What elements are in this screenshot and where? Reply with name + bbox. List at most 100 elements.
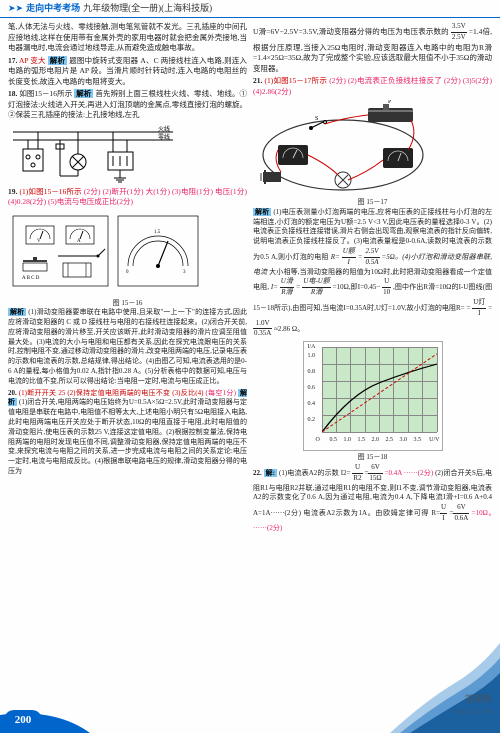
q22f4n: 6V [453, 503, 469, 514]
xt4: 2.5 [386, 436, 394, 444]
q22-r1: =0.4A ······(2分) [385, 469, 434, 477]
f4n: 1.0V [253, 319, 272, 330]
q20-body2: (1)闭合开关,电阻两端的电压始终为U=0.5A×5Ω=2.5V,此时滑动变阻器… [8, 398, 247, 475]
q17: 17. AP 变大 解析 题图中旋转式变阻器 A、C 两接线柱连入电路,则连入电… [8, 56, 247, 88]
q18-num: 18. [8, 89, 17, 98]
curve-resistor [322, 354, 437, 432]
a21-p5: ≈2.86 Ω。 [274, 325, 304, 333]
xt1: 1.0 [344, 436, 352, 444]
fig-circuit-meters: V A A B C D 0 3 1.5 [8, 211, 247, 296]
yt4: 1.0 [308, 352, 316, 360]
f1-lhs: R= [331, 253, 340, 261]
f4d: 0.35A [253, 329, 272, 339]
rp1-pre: U滑=6V−2.5V=3.5V,滑动变阻器分得的电压为电压表示数的 [253, 27, 449, 36]
yt1: 0.4 [308, 400, 316, 408]
fig15-16-label: 图 15－16 [8, 299, 247, 309]
a21-hl: 解析 [253, 208, 271, 216]
fig-circuit-photo: P S [253, 100, 492, 195]
q22-ans: 解: [264, 469, 277, 477]
q22-body3: 电流表A2示数为1A。由欧姆定律可得 [303, 509, 429, 517]
a21: 解析 (1)电压表测量小灯泡两端的电压,应将电压表的正接线柱与小灯泡的左端相连,… [253, 208, 492, 339]
header-title: 走向中考考场 [26, 2, 80, 14]
q22f1n: U [352, 463, 362, 474]
xt5: 3.0 [400, 436, 408, 444]
f5d: I [472, 309, 486, 319]
q22f2n: 6V [368, 463, 382, 474]
svg-text:A B C D: A B C D [22, 276, 40, 281]
q22f4d: 0.6A [453, 514, 469, 524]
watermark: 答案网 [465, 693, 492, 705]
page-number: 200 [4, 710, 42, 730]
chart-grid [322, 347, 437, 432]
f2n2: U电-U额 [302, 277, 330, 288]
q17-ans: AP 变大 [19, 56, 46, 65]
right-column: U滑=6V−2.5V=3.5V,滑动变阻器分得的电压为电压表示数的 3.5V2.… [253, 22, 492, 694]
yt2: 0.6 [308, 384, 316, 392]
q22f3d: I [440, 514, 447, 524]
f1n2: 2.5V [364, 247, 379, 258]
a19-body: (1)滑动变阻器要串联在电路中使用,且采取"一上一下"的连接方式,因此应将滑动变… [8, 308, 247, 385]
a19: 解析 (1)滑动变阻器要串联在电路中使用,且采取"一上一下"的连接方式,因此应将… [8, 308, 247, 386]
f2eq: = [296, 283, 301, 291]
yt0: 0.2 [308, 416, 316, 424]
svg-text:3: 3 [183, 270, 186, 275]
rp1-fd: 2.5V [451, 33, 467, 43]
rp1-fn: 3.5V [451, 22, 467, 33]
header-arrow: ➤➤ [8, 2, 23, 14]
fig15-17-label: 图 15－17 [253, 198, 492, 208]
y-axis-label: I/A [308, 343, 316, 351]
xt0: 0.5 [330, 436, 338, 444]
q20-body: (1)断开开关 25 (2)保持定值电阻两端的电压不变 (3)反比(4) [19, 389, 204, 397]
f5lhs: = [466, 304, 470, 312]
xt6: 3.5 [414, 436, 422, 444]
svg-text:1.5: 1.5 [154, 230, 161, 235]
q22-body: (1)电流表A2的示数 I2= [279, 469, 351, 477]
f2d2: R滑 [302, 288, 330, 298]
q20: 20. (1)断开开关 25 (2)保持定值电阻两端的电压不变 (3)反比(4)… [8, 389, 247, 477]
r-p1: U滑=6V−2.5V=3.5V,滑动变阻器分得的电压为电压表示数的 3.5V2.… [253, 22, 492, 74]
q20-num: 20. [8, 389, 17, 397]
q20-em: (每空1分) [205, 389, 236, 397]
q17-num: 17. [8, 56, 17, 65]
q22f2d: 15Ω [368, 474, 382, 484]
q22f1d: R2 [352, 474, 362, 484]
svg-text:P: P [388, 100, 392, 105]
chart-curves [322, 347, 437, 432]
xt2: 1.5 [358, 436, 366, 444]
svg-text:火线: 火线 [158, 125, 170, 133]
q21-p1: (2分) (2)电流表正负接线柱接反了 [329, 76, 442, 85]
x-axis-label: U/V [429, 436, 439, 444]
q22: 22. 解: (1)电流表A2的示数 I2= UR2 =6V15Ω =0.4A … [253, 463, 492, 534]
q19: 19. (1)如图15－16所示 (2分) (2)断开(1分) 大(1分) (3… [8, 187, 247, 208]
a21-p3: =10Ω,即I=0.45− [333, 283, 381, 291]
q21-body: (1)如图15－17所示 [264, 76, 327, 85]
formula-I: I= U滑R滑 = U电-U额R滑 [271, 283, 333, 291]
p1: 笔,人体无法与火线、零线接触,测电笔氖管就不发光。三孔插座的中间孔应接地线,这样… [8, 22, 247, 54]
fig15-18-label: 图 15－18 [253, 453, 492, 463]
q19-body: (1)如图15－16所示 [19, 187, 81, 196]
f5n: U灯 [472, 298, 486, 309]
q17-hl: 解析 [48, 56, 67, 65]
header-subtitle: 九年级物理(全一册)(上海科技版) [83, 2, 212, 14]
q18-hl: 解析 [74, 89, 93, 98]
a19-hl: 解析 [8, 308, 26, 316]
q22f3n: U [440, 503, 447, 514]
iv-chart: I/A 1.0 0.8 0.6 0.4 0.2 O [303, 341, 443, 451]
f1eq: = [358, 253, 363, 261]
page-number-wrap: 200 [0, 709, 90, 733]
watermark-url: MXQE.COM [454, 708, 492, 717]
yt3: 0.8 [308, 368, 316, 376]
f1d1: I [342, 258, 356, 268]
q22-num: 22. [253, 469, 262, 477]
fig-house-wiring: 火线 零线 [8, 124, 247, 184]
f1n1: U额 [342, 247, 356, 258]
q19-num: 19. [8, 187, 17, 196]
svg-text:A: A [77, 239, 81, 244]
svg-text:0: 0 [126, 270, 129, 275]
f2n1: U滑 [280, 277, 294, 288]
q18: 18. 如图15－16所示 解析 首先辨别上面三根线柱火线、零线、地线。①灯泡接… [8, 89, 247, 121]
q21: 21. (1)如图15－17所示 (2分) (2)电流表正负接线柱接反了 (2分… [253, 76, 492, 97]
q18-body: 如图15－16所示 [19, 89, 72, 98]
svg-text:V: V [37, 239, 41, 244]
curve-lamp [322, 364, 437, 432]
